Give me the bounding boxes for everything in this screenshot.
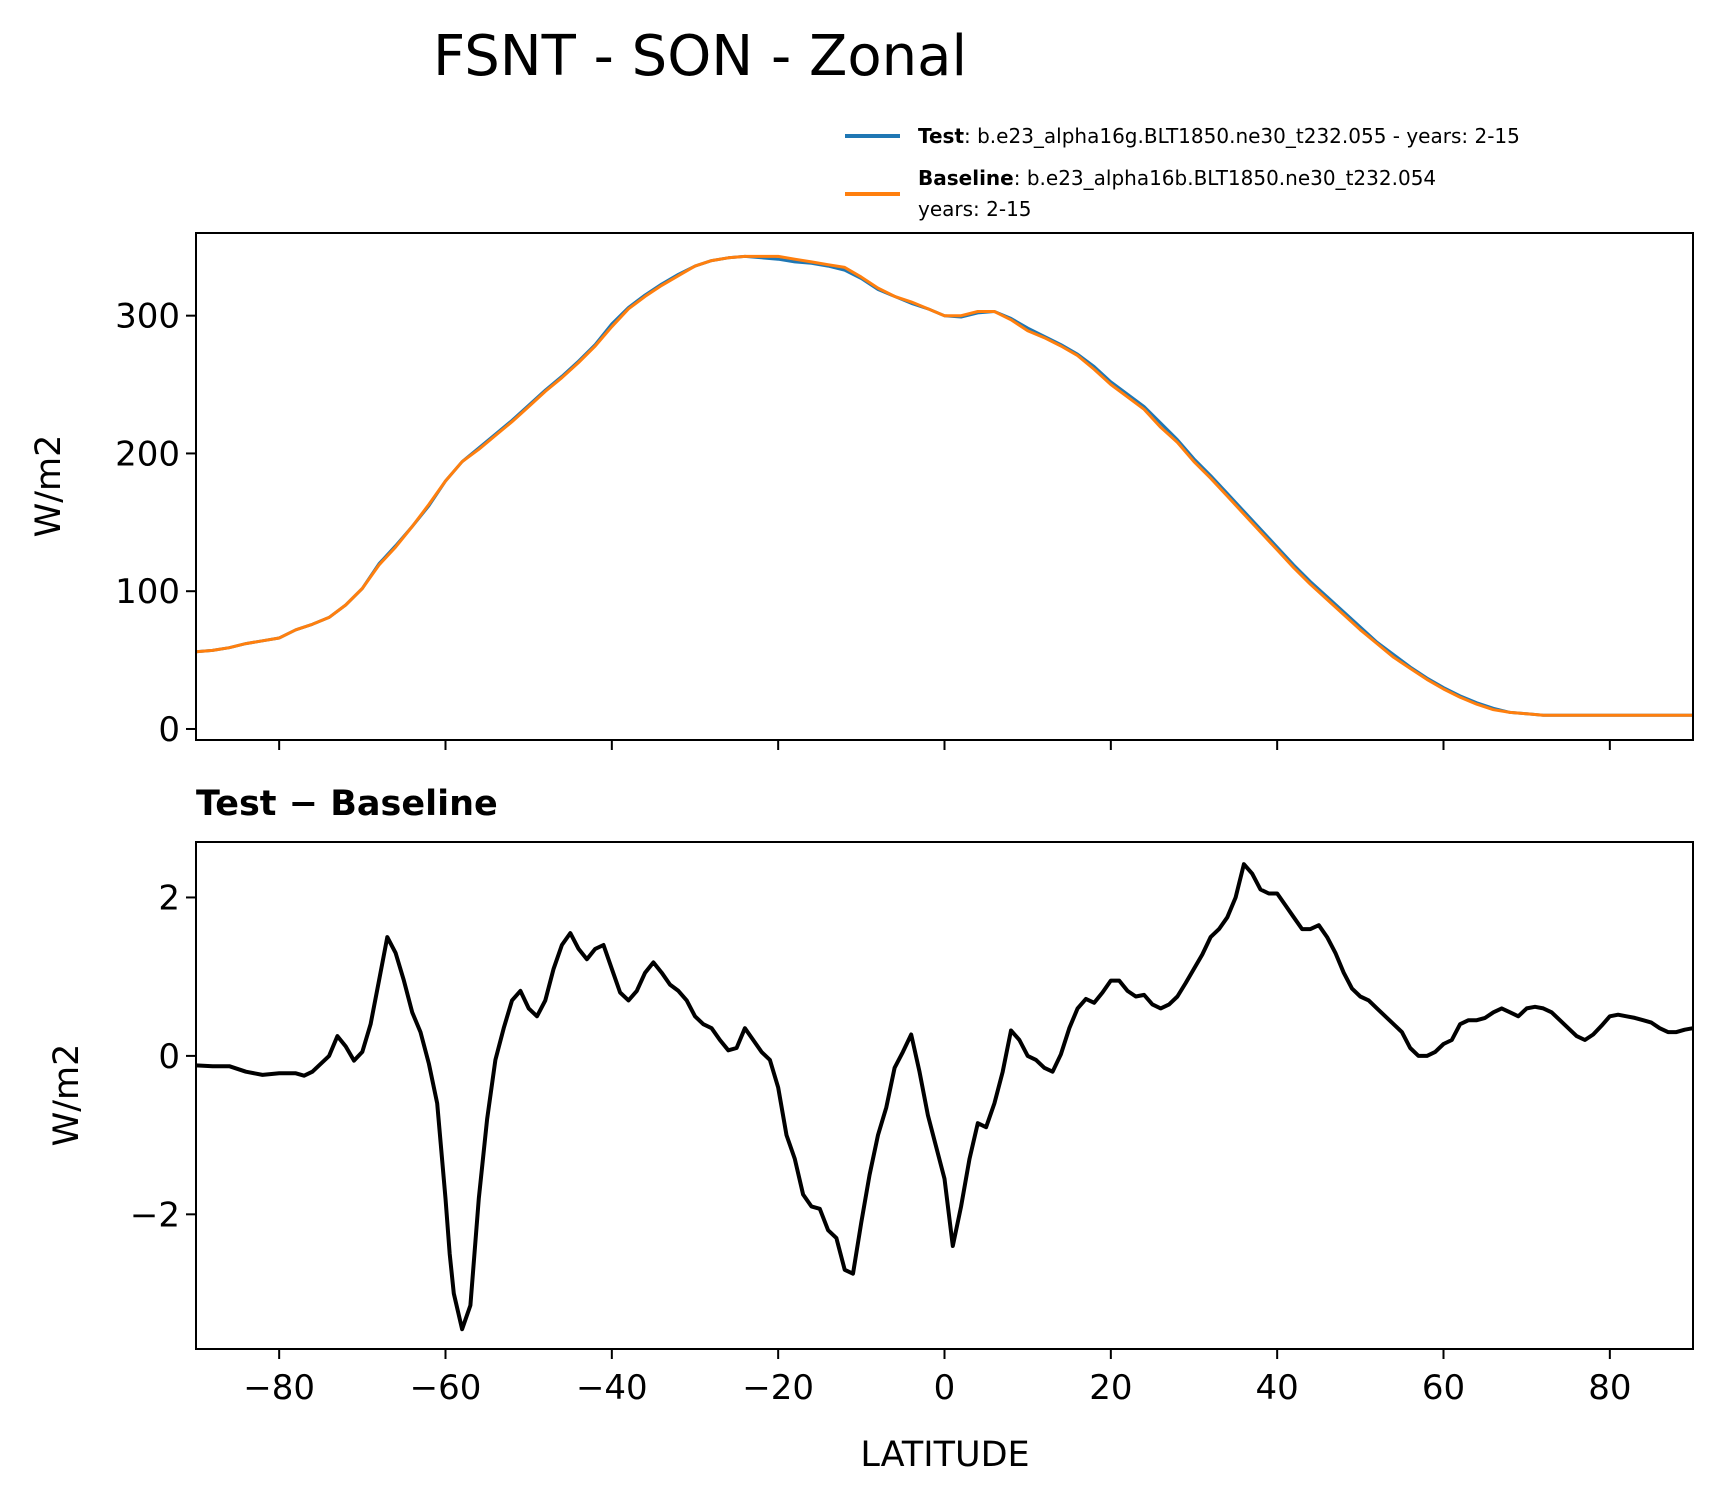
legend-baseline-label: Baseline: b.e23_alpha16b.BLT1850.ne30_t2… — [918, 166, 1436, 190]
legend-test-text: : b.e23_alpha16g.BLT1850.ne30_t232.055 -… — [964, 124, 1520, 148]
bottom-y-tick-label: 0 — [158, 1037, 180, 1077]
bottom-x-tick-label: 60 — [1422, 1368, 1465, 1408]
top-x-ticks — [278, 740, 1611, 750]
legend-test-name: Test — [918, 124, 964, 148]
top-series-line-baseline — [195, 254, 1693, 717]
legend-baseline-text: : b.e23_alpha16b.BLT1850.ne30_t232.054 — [1014, 166, 1436, 190]
top-y-tick-label: 100 — [115, 572, 180, 612]
top-y-tick-label: 300 — [115, 297, 180, 337]
bottom-x-tick-label: −20 — [742, 1368, 814, 1408]
top-series-group — [195, 254, 1693, 717]
bottom-y-tick-label: −2 — [130, 1195, 180, 1235]
bottom-x-ticks: −80 −60 −40 −20 0 20 40 60 80 — [243, 1349, 1631, 1408]
bottom-y-tick-label: 2 — [158, 878, 180, 918]
legend: Test: b.e23_alpha16g.BLT1850.ne30_t232.0… — [845, 124, 1520, 221]
figure-title: FSNT - SON - Zonal — [433, 24, 967, 89]
legend-baseline-years: years: 2-15 — [918, 197, 1032, 221]
bottom-x-tick-label: −60 — [410, 1368, 482, 1408]
bottom-x-tick-label: 20 — [1089, 1368, 1132, 1408]
legend-test-label: Test: b.e23_alpha16g.BLT1850.ne30_t232.0… — [918, 124, 1520, 148]
top-y-axis-label: W/m2 — [29, 435, 69, 538]
bottom-x-tick-label: 40 — [1256, 1368, 1299, 1408]
legend-baseline-name: Baseline — [918, 166, 1014, 190]
bottom-panel-title: Test − Baseline — [196, 784, 498, 824]
bottom-x-tick-label: −80 — [243, 1368, 315, 1408]
top-panel: 0 100 200 300 W/m2 — [29, 232, 1694, 750]
top-y-tick-label: 0 — [158, 710, 180, 750]
bottom-x-tick-label: 0 — [934, 1368, 956, 1408]
bottom-series-line-difference — [195, 862, 1694, 1332]
bottom-series-group — [195, 862, 1694, 1332]
top-y-tick-label: 200 — [115, 434, 180, 474]
x-axis-label: LATITUDE — [860, 1435, 1029, 1475]
bottom-y-axis-label: W/m2 — [47, 1044, 87, 1147]
bottom-y-ticks: −2 0 2 — [130, 878, 196, 1235]
bottom-panel: Test − Baseline −202 −80 −60 −40 −20 0 20 40 60… — [47, 784, 1694, 1475]
bottom-x-tick-label: −40 — [576, 1368, 648, 1408]
bottom-x-tick-label: 80 — [1588, 1368, 1631, 1408]
top-y-ticks: 0 100 200 300 — [115, 297, 196, 750]
